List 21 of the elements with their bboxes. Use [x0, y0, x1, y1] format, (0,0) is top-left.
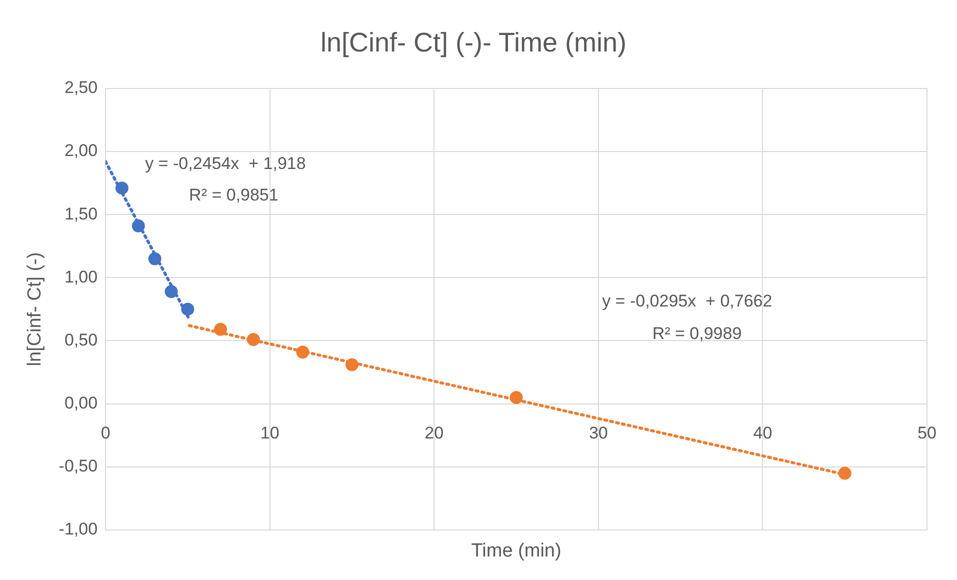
chart-title: ln[Cinf- Ct] (-)- Time (min)	[320, 28, 626, 58]
y-tick-label: -0,50	[58, 456, 98, 476]
x-tick-label: 10	[260, 424, 280, 443]
y-tick-label: 1,50	[64, 204, 98, 224]
x-axis-title: Time (min)	[471, 540, 562, 562]
y-axis-title: ln[Cinf- Ct] (-)	[24, 252, 46, 366]
y-tick-label: 2,00	[64, 141, 98, 160]
y-tick-label: 0,50	[64, 330, 98, 350]
annotation: R² = 0,9851	[189, 185, 278, 204]
x-tick-label: 50	[918, 424, 936, 443]
annotation: y = -0,2454x + 1,918	[145, 154, 306, 173]
y-tick-label: 1,00	[64, 267, 98, 286]
y-tick-label: -1,00	[58, 520, 98, 539]
x-tick-label: 20	[424, 424, 444, 443]
y-tick-label: 0,00	[64, 394, 98, 413]
x-tick-label: 40	[753, 424, 772, 443]
x-tick-label: 0	[100, 424, 110, 443]
y-tick-label: 2,50	[64, 78, 98, 98]
x-tick-label: 30	[588, 424, 608, 443]
annotation: R² = 0,9989	[652, 324, 742, 344]
annotation: y = -0,0295x + 0,7662	[602, 291, 772, 310]
